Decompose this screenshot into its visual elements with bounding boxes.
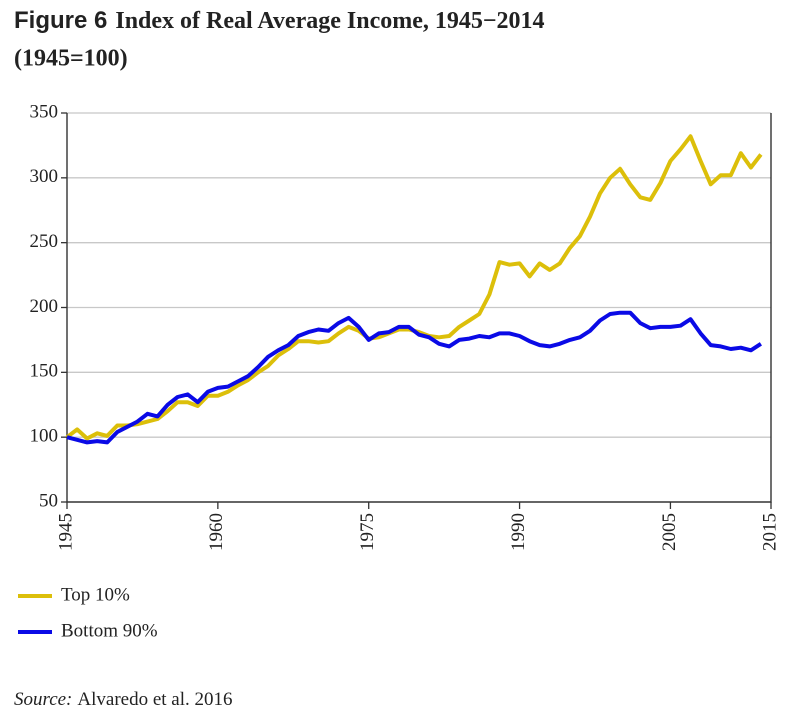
legend-label: Top 10% bbox=[61, 584, 130, 605]
y-tick-label: 200 bbox=[30, 296, 59, 317]
figure-label: Figure 6 bbox=[14, 7, 107, 34]
x-tick-label: 2005 bbox=[659, 513, 680, 551]
plot-frame bbox=[66, 113, 772, 503]
title: Index of Real Average Income, 1945−2014 bbox=[115, 8, 544, 34]
source-text: Alvaredo et al. 2016 bbox=[77, 689, 232, 710]
legend-label: Bottom 90% bbox=[61, 620, 158, 641]
series-line bbox=[65, 134, 763, 441]
series-line bbox=[66, 310, 762, 445]
y-tick-label: 250 bbox=[30, 231, 59, 252]
x-tick-label: 1975 bbox=[357, 513, 378, 551]
x-tick-label: 1960 bbox=[206, 513, 227, 551]
chart-title: Figure 6 Index of Real Average Income, 19… bbox=[14, 7, 545, 34]
y-tick-label: 50 bbox=[39, 490, 58, 511]
x-tick-label: 2015 bbox=[759, 513, 780, 551]
y-tick-label: 350 bbox=[30, 101, 59, 122]
y-tick-label: 300 bbox=[30, 166, 59, 187]
y-tick-label: 100 bbox=[30, 426, 59, 447]
source: Source: Alvaredo et al. 2016 bbox=[14, 689, 233, 710]
y-tick-label: 150 bbox=[30, 361, 59, 382]
x-tick-label: 1945 bbox=[55, 513, 76, 551]
chart-subtitle: (1945=100) bbox=[14, 46, 128, 72]
x-tick-label: 1990 bbox=[508, 513, 529, 551]
source-label: Source: bbox=[14, 689, 72, 710]
